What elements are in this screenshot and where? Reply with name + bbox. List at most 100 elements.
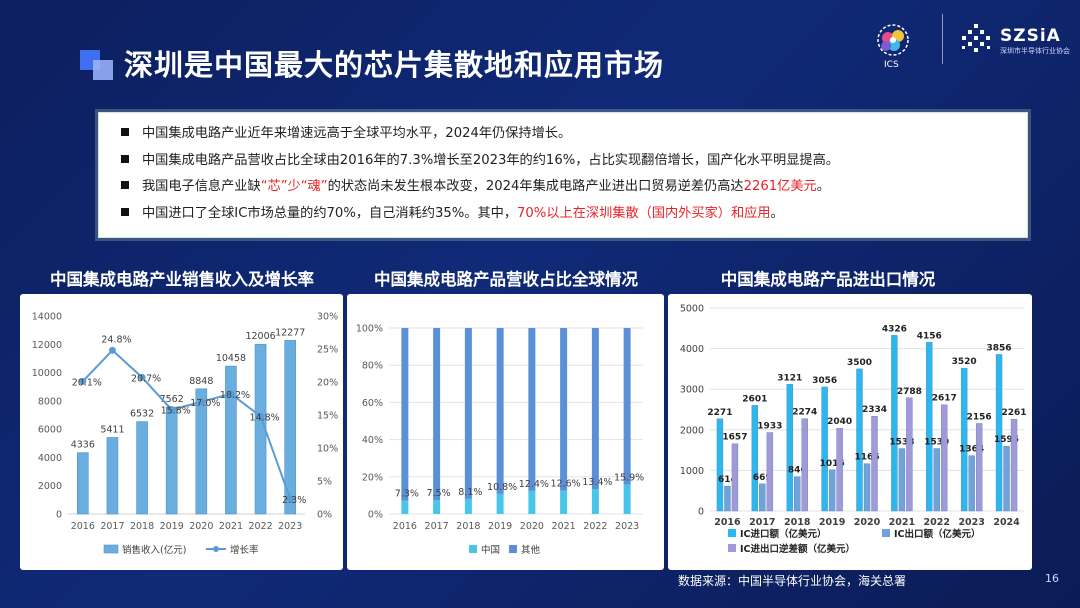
import-bar	[960, 367, 968, 512]
legend-revenue-swatch	[103, 544, 119, 554]
szsia-logo-text: SZSiA	[1000, 26, 1061, 46]
x-axis-tick-label: 2022	[248, 521, 272, 532]
x-axis-tick-label: 2020	[520, 521, 544, 532]
revenue-bar-label: 6532	[130, 409, 154, 420]
sales-revenue-chart: 0 2000 4000 6000 8000 10000 12000 14000 0% 5% 10% 1…	[32, 312, 338, 557]
deficit-value-label: 2156	[967, 412, 992, 422]
export-value-label: 1016	[820, 459, 845, 469]
logo-divider	[942, 14, 943, 64]
y-axis-right-tick-label: 25%	[317, 345, 338, 356]
x-axis-tick-label: 2020	[854, 517, 881, 528]
legend-other-swatch	[509, 545, 517, 553]
bullet-square-icon	[121, 207, 129, 216]
legend-export-swatch	[882, 529, 890, 537]
y-axis-left-tick-label: 0	[56, 510, 62, 521]
growth-rate-point	[108, 346, 116, 354]
revenue-bar	[165, 406, 178, 515]
growth-rate-line	[82, 348, 292, 500]
china-share-label: 12.6%	[551, 479, 581, 490]
revenue-bar-label: 5411	[100, 424, 124, 435]
page-number: 16	[1045, 572, 1059, 585]
bullet-text: 中国集成电路产业近年来增速远高于全球平均水平，2024年仍保持增长。	[142, 126, 572, 141]
import-bar	[786, 384, 793, 512]
chart3-title: 中国集成电路产品进出口情况	[720, 270, 936, 289]
import-bar	[995, 354, 1003, 512]
revenue-bar-label: 12006	[245, 331, 275, 342]
growth-rate-label: 2.3%	[282, 495, 306, 506]
legend-growth-marker	[213, 546, 219, 552]
x-axis-tick-label: 2018	[784, 517, 811, 528]
revenue-bar	[136, 421, 148, 515]
deficit-bar	[871, 416, 878, 512]
x-axis-tick-label: 2017	[425, 521, 449, 532]
bullet-highlight: “芯”少“魂”	[260, 179, 328, 194]
x-axis-tick-label: 2018	[456, 521, 480, 532]
x-axis-tick-label: 2023	[615, 521, 639, 532]
import-bar	[716, 418, 724, 512]
growth-rate-label: 15.8%	[161, 406, 191, 417]
china-share-label: 15.9%	[614, 472, 644, 483]
growth-rate-point	[138, 373, 146, 381]
x-axis-tick-label: 2020	[189, 521, 213, 532]
export-bar	[898, 448, 906, 512]
import-value-label: 4156	[917, 331, 942, 341]
china-share-bar	[496, 493, 504, 514]
bullet-text: 。	[816, 179, 830, 194]
export-bar	[1003, 446, 1010, 512]
legend-deficit-label: IC进出口逆差额（亿美元）	[740, 543, 855, 555]
import-bar	[751, 405, 759, 512]
x-axis-tick-label: 2021	[219, 521, 243, 532]
export-bar	[828, 469, 836, 512]
china-share-label: 13.4%	[582, 477, 612, 488]
export-value-label: 1364	[959, 445, 984, 455]
y-axis-tick-label: 100%	[356, 324, 383, 335]
deficit-value-label: 2040	[827, 417, 852, 427]
other-share-bar	[560, 328, 568, 491]
revenue-bar	[77, 452, 89, 515]
other-share-bar	[623, 328, 631, 485]
ics-logo-text: ICS	[884, 60, 899, 70]
chart2-panel: 0% 20% 40% 60% 80% 100% 7.3% 2016 7.5% 2017 8.1% 20…	[347, 294, 664, 570]
revenue-bar-label: 12277	[275, 327, 305, 338]
title-decoration	[93, 60, 113, 80]
x-axis-tick-label: 2018	[130, 521, 154, 532]
growth-rate-point	[227, 390, 235, 398]
deficit-bar	[975, 423, 983, 512]
deficit-bar	[836, 427, 843, 512]
y-axis-right-tick-label: 20%	[317, 378, 338, 389]
x-axis-tick-label: 2016	[393, 521, 417, 532]
china-share-bar	[528, 490, 536, 514]
y-axis-left-tick-label: 6000	[38, 425, 62, 436]
x-axis-tick-label: 2023	[278, 521, 302, 532]
deficit-bar	[941, 404, 948, 512]
bullet-item: 我国电子信息产业缺“芯”少“魂”的状态尚未发生根本改变，2024年集成电路产业进…	[121, 174, 1027, 201]
chart3-panel: 0 1000 2000 3000 4000 5000 2271 614 1657 2016 2601…	[668, 294, 1032, 570]
bullet-text: 中国集成电路产品营收占比全球由2016年的7.3%增长至2023年的约16%，占…	[142, 152, 839, 168]
deficit-value-label: 2261	[1002, 408, 1027, 418]
china-share-bar	[591, 489, 599, 514]
x-axis-tick-label: 2024	[993, 517, 1020, 528]
growth-rate-point	[79, 377, 87, 385]
china-share-bar	[560, 490, 568, 514]
bullet-highlight: 2261亿美元	[743, 179, 817, 194]
deficit-bar	[1010, 419, 1018, 512]
y-axis-tick-label: 20%	[362, 472, 383, 483]
import-bar	[821, 386, 828, 512]
legend-growth-label: 增长率	[230, 544, 259, 556]
export-value-label: 846	[788, 466, 807, 476]
import-bar	[926, 342, 933, 512]
szsia-logo	[962, 24, 990, 52]
chart1-panel: 0 2000 4000 6000 8000 10000 12000 14000 0% 5% 10% 1…	[20, 294, 343, 570]
other-share-bar	[528, 328, 536, 491]
revenue-bar-label: 10458	[216, 353, 246, 364]
deficit-bar	[731, 443, 739, 512]
y-axis-tick-label: 3000	[680, 385, 704, 396]
bullet-text: 我国电子信息产业缺	[142, 179, 261, 194]
growth-rate-label: 24.8%	[101, 334, 131, 345]
y-axis-tick-label: 1000	[680, 466, 704, 477]
y-axis-left-tick-label: 2000	[38, 481, 62, 492]
legend-revenue-label: 销售收入(亿元)	[122, 544, 186, 556]
x-axis-tick-label: 2022	[924, 517, 950, 528]
legend-export-label: IC出口额（亿美元）	[894, 528, 981, 540]
bullet-square-icon	[121, 128, 129, 136]
